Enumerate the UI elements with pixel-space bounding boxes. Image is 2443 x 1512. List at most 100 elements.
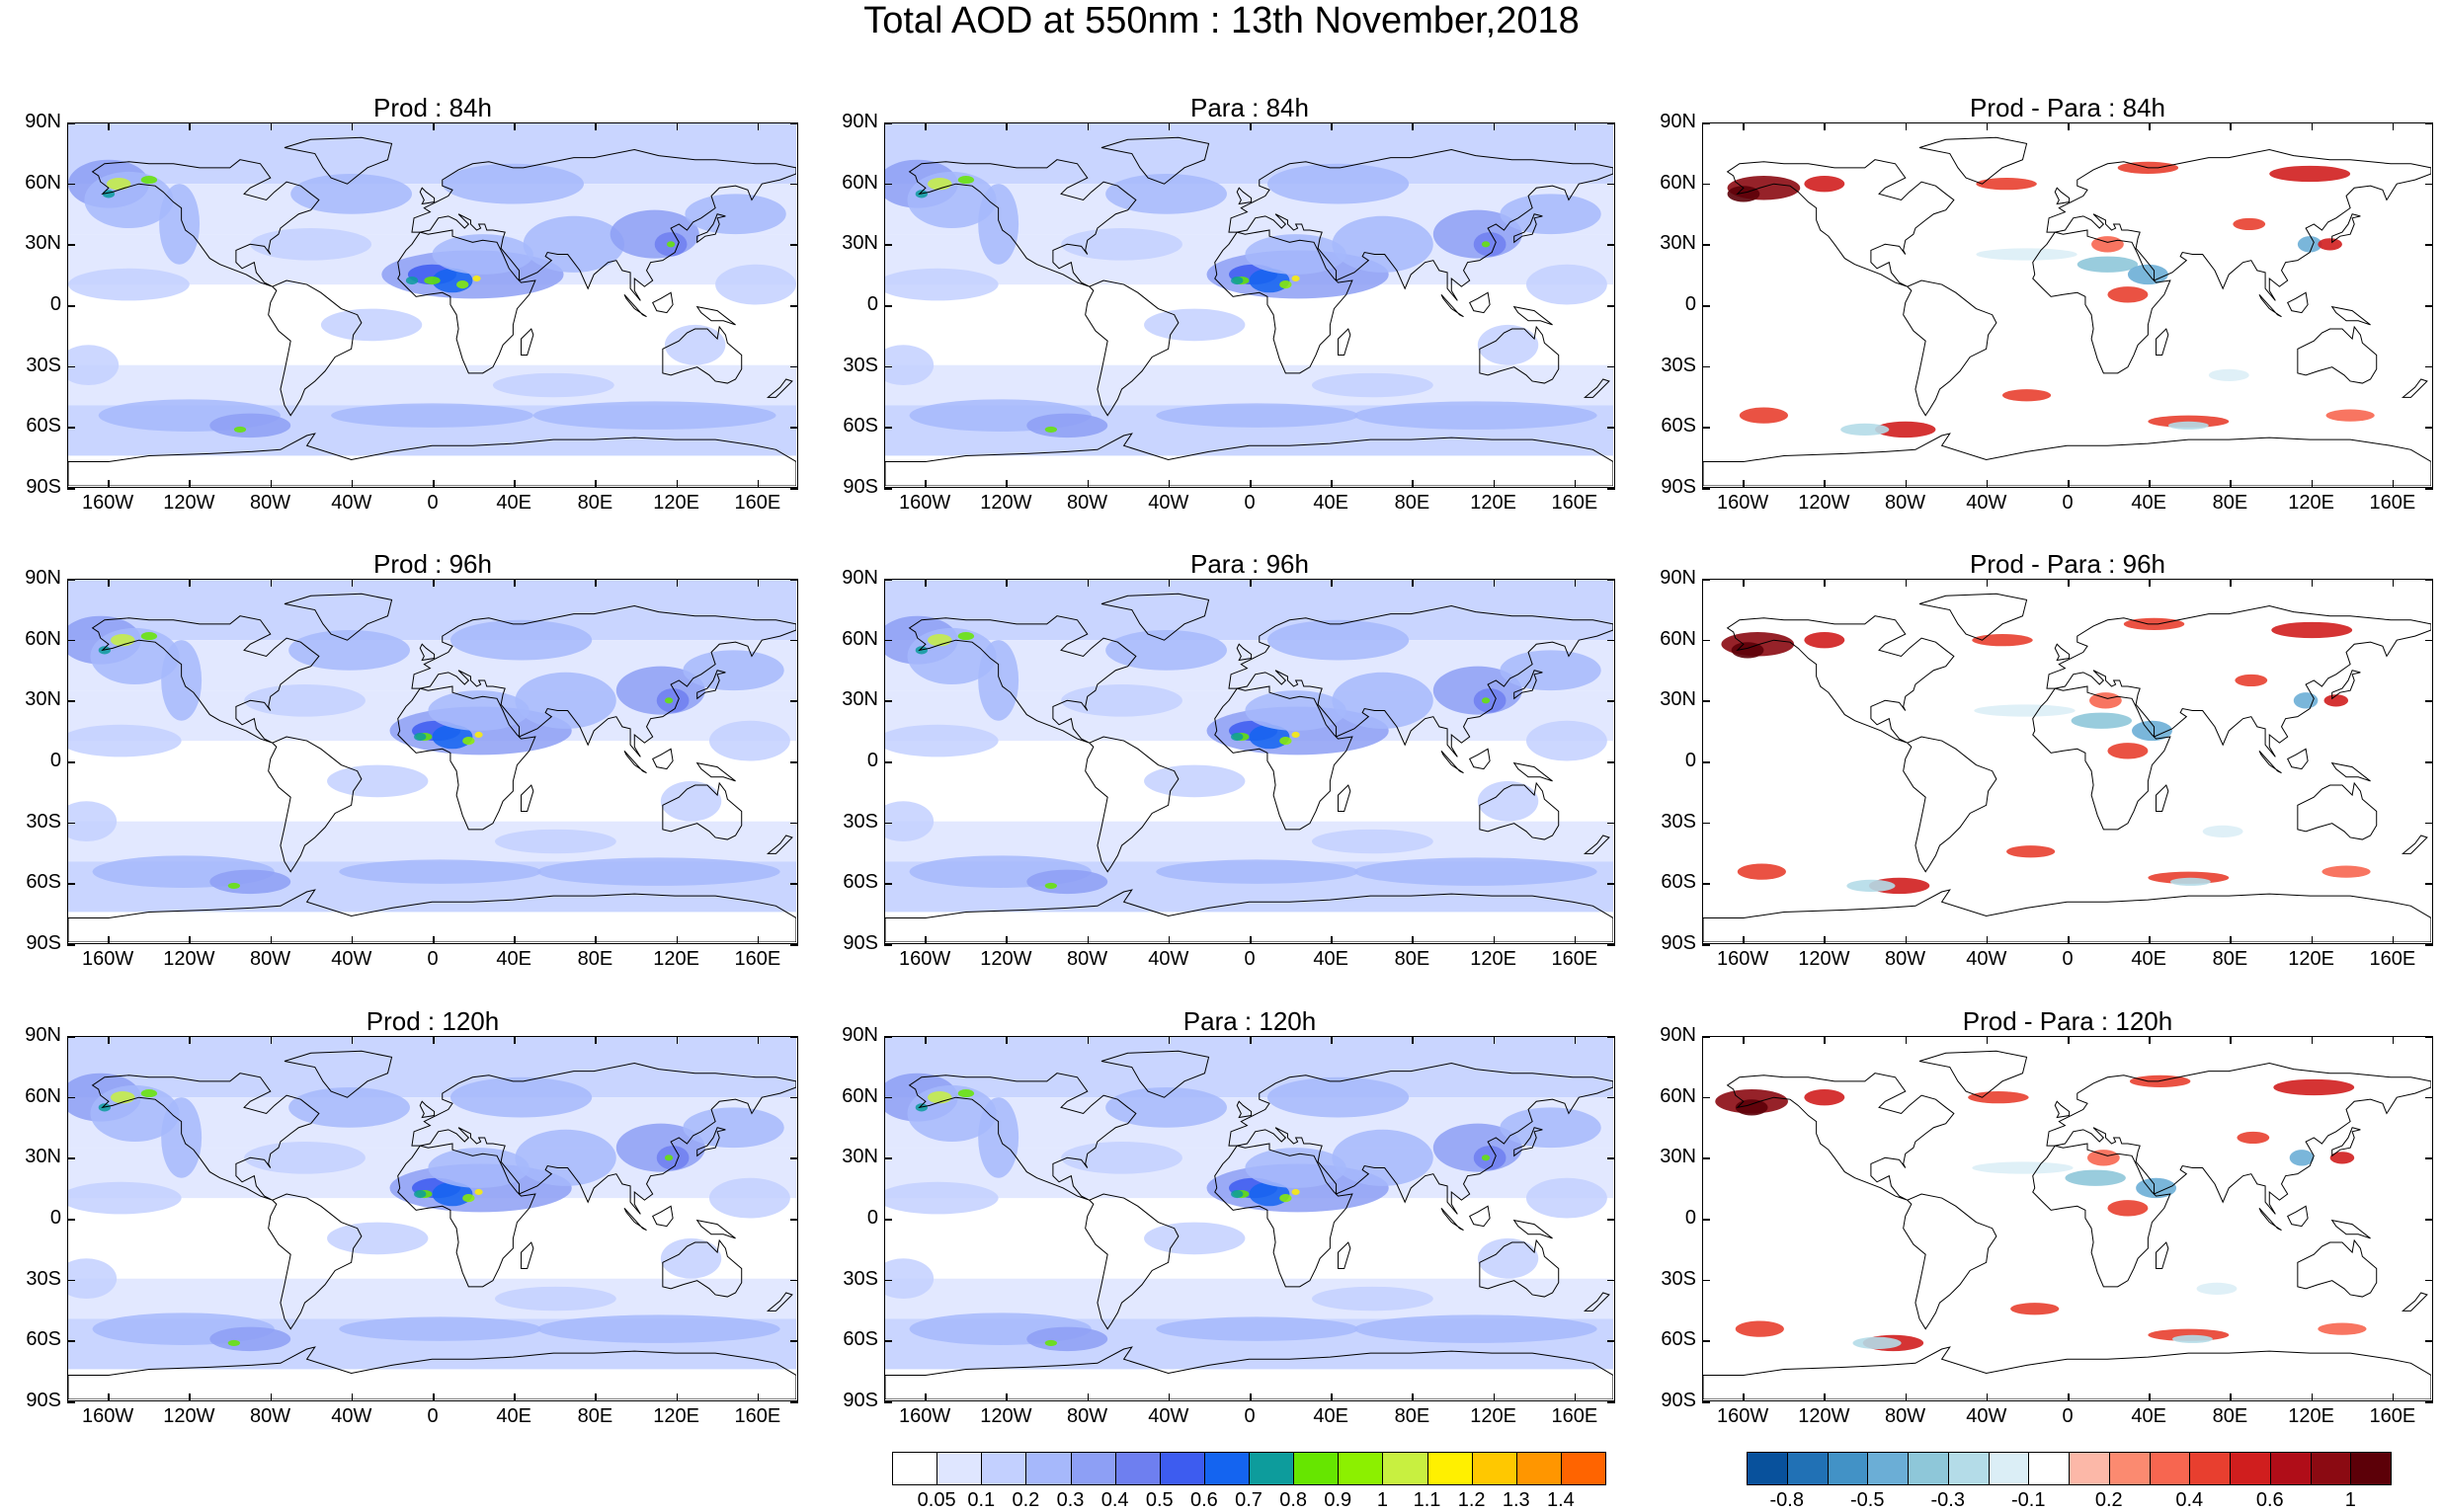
- latitude-tick: [2425, 579, 2433, 581]
- longitude-tick: [925, 1393, 927, 1401]
- aod-difference-region: [2235, 674, 2268, 687]
- latitude-label: 30N: [25, 232, 61, 255]
- colorbar-label: 0.3: [1056, 1489, 1085, 1511]
- coastline-north-america: [91, 159, 320, 287]
- coastline-greenland: [1918, 136, 2028, 185]
- longitude-tick: [351, 1036, 354, 1044]
- coastline-north-america: [1726, 1073, 1955, 1201]
- aod-field-region: [1353, 1314, 1597, 1343]
- latitude-tick: [1702, 944, 1710, 946]
- longitude-tick: [757, 122, 760, 130]
- coastline-madagascar: [2156, 1241, 2169, 1269]
- aod-field-region: [1481, 697, 1491, 704]
- latitude-tick: [884, 305, 892, 307]
- aod-field-region: [1353, 401, 1597, 430]
- coastline-new-zealand: [766, 1292, 793, 1312]
- world-map: [68, 123, 796, 486]
- colorbar-label: 0.05: [917, 1489, 956, 1511]
- latitude-tick: [1702, 700, 1710, 702]
- aod-field-region: [1249, 724, 1290, 750]
- latitude-tick: [884, 639, 892, 642]
- latitude-label: 0: [866, 1207, 878, 1229]
- latitude-tick: [2425, 822, 2433, 825]
- longitude-tick: [757, 936, 760, 944]
- aod-field-region: [462, 1194, 475, 1203]
- aod-field-region: [1026, 869, 1108, 895]
- latitude-tick: [67, 1219, 75, 1221]
- latitude-tick: [884, 488, 892, 490]
- latitude-tick: [884, 1096, 892, 1099]
- aod-field-region: [708, 720, 790, 761]
- coastline-eurasia: [2046, 604, 2431, 757]
- coastline-borneo-sumatra: [2258, 293, 2282, 318]
- aod-field-region: [474, 1188, 483, 1196]
- longitude-tick: [1168, 1393, 1171, 1401]
- coastline-borneo: [652, 748, 674, 770]
- longitude-tick: [1006, 936, 1008, 944]
- longitude-tick: [1250, 579, 1252, 587]
- latitude-tick: [2425, 1401, 2433, 1403]
- aod-field-region: [449, 619, 593, 661]
- latitude-tick: [1702, 761, 1710, 763]
- coastline-antarctica: [68, 1346, 796, 1399]
- longitude-tick: [1006, 579, 1008, 587]
- coastline-south-america: [1085, 736, 1180, 873]
- longitude-tick: [351, 579, 354, 587]
- coastline-south-america: [1903, 736, 1997, 873]
- aod-field-region: [536, 857, 780, 886]
- longitude-tick: [1250, 1036, 1252, 1044]
- coastline-borneo: [2287, 748, 2309, 770]
- latitude-tick: [790, 579, 798, 581]
- world-map: [68, 1037, 796, 1399]
- map-frame: [67, 579, 798, 944]
- coastline-uk: [1236, 187, 1253, 205]
- aod-field-region: [1249, 1181, 1290, 1207]
- latitude-label: 90S: [1661, 476, 1696, 498]
- longitude-tick: [1087, 579, 1090, 587]
- aod-field-region: [666, 241, 676, 248]
- latitude-tick: [2425, 305, 2433, 307]
- longitude-tick: [189, 480, 191, 488]
- coastline-greenland: [1918, 1050, 2028, 1098]
- aod-difference-region: [1735, 1320, 1784, 1337]
- colorbar-swatch: [1025, 1452, 1072, 1485]
- longitude-tick: [1331, 936, 1333, 944]
- aod-field-region: [414, 732, 427, 742]
- latitude-label: 90N: [25, 1024, 61, 1046]
- longitude-tick: [676, 122, 679, 130]
- aod-difference-region: [1727, 186, 1760, 202]
- latitude-tick: [2425, 761, 2433, 763]
- map-panel: Para : 96h 90N 60N 30N 0 30S 60S 90S 160W 120W 80W…: [842, 549, 1615, 974]
- longitude-label: 80W: [1066, 1405, 1108, 1427]
- latitude-tick: [67, 579, 75, 581]
- colorbar-swatch: [1827, 1452, 1869, 1485]
- colorbar-swatch: [1867, 1452, 1909, 1485]
- latitude-tick: [884, 579, 892, 581]
- longitude-tick: [433, 579, 435, 587]
- latitude-label: 60S: [1661, 415, 1696, 438]
- colorbar-swatch: [2350, 1452, 2392, 1485]
- aod-field-region: [1500, 194, 1601, 235]
- latitude-label: 60S: [26, 415, 61, 438]
- longitude-tick: [189, 936, 191, 944]
- latitude-tick: [884, 365, 892, 368]
- longitude-tick: [1087, 936, 1090, 944]
- longitude-tick: [351, 1393, 354, 1401]
- colorbar-label: -0.8: [1769, 1489, 1804, 1511]
- aod-field-region: [664, 324, 726, 365]
- coastline-eurasia: [1228, 604, 1613, 757]
- aod-field-region: [885, 268, 999, 301]
- map-panel: Para : 84h 90N 60N 30N 0 30S 60S 90S 160W 120W 80W…: [842, 93, 1615, 517]
- longitude-tick: [2392, 1393, 2395, 1401]
- longitude-label: 120E: [653, 1405, 700, 1427]
- longitude-label: 40E: [496, 1405, 532, 1427]
- longitude-tick: [1905, 1393, 1908, 1401]
- coastline-greenland: [284, 1050, 393, 1098]
- latitude-label: 90S: [26, 932, 61, 954]
- colorbar-swatch: [2189, 1452, 2231, 1485]
- longitude-tick: [595, 579, 597, 587]
- longitude-label: 120W: [980, 1405, 1032, 1427]
- longitude-tick: [595, 480, 597, 488]
- latitude-label: 30S: [26, 1267, 61, 1290]
- latitude-tick: [1702, 305, 1710, 307]
